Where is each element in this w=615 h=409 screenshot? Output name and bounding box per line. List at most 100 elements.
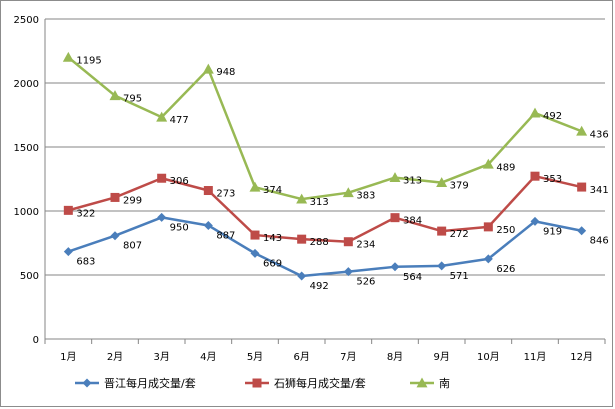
data-label: 273 (216, 189, 235, 200)
data-label: 492 (543, 111, 562, 122)
data-point (343, 237, 353, 247)
data-point (390, 213, 400, 223)
data-point (202, 63, 214, 74)
data-point (157, 212, 167, 222)
data-label: 341 (590, 185, 609, 196)
x-tick-label: 6月 (293, 351, 309, 363)
data-label: 234 (356, 240, 375, 251)
data-point (110, 231, 120, 241)
x-tick-label: 5月 (247, 351, 263, 363)
data-label: 379 (450, 181, 469, 192)
data-point (157, 173, 167, 183)
data-point (390, 262, 400, 272)
x-tick-label: 12月 (570, 351, 593, 363)
data-label: 288 (310, 237, 329, 248)
data-point (252, 378, 262, 388)
data-point (63, 247, 73, 257)
data-point (483, 222, 493, 232)
data-label: 313 (310, 197, 329, 208)
legend: 晋江每月成交量/套 石狮每月成交量/套 南 (75, 376, 450, 390)
data-point (342, 187, 354, 198)
data-label: 919 (543, 226, 562, 237)
x-tick-label: 8月 (387, 351, 403, 363)
data-point (343, 267, 353, 277)
series-line (67, 56, 583, 201)
data-point (110, 192, 120, 202)
y-tick-label: 2500 (14, 15, 39, 26)
series-group (62, 51, 588, 281)
data-label: 683 (76, 257, 95, 268)
data-point (62, 51, 74, 62)
data-label: 571 (450, 271, 469, 282)
data-label: 306 (170, 176, 189, 187)
y-tick-label: 1000 (14, 207, 39, 218)
data-point (297, 234, 307, 244)
data-label: 383 (356, 191, 375, 202)
data-label: 795 (123, 94, 142, 105)
x-tick-label: 10月 (477, 351, 500, 363)
data-label: 477 (170, 115, 189, 126)
data-point (249, 181, 261, 192)
data-point (577, 226, 587, 236)
data-point (529, 107, 541, 118)
data-point (437, 226, 447, 236)
data-point (203, 186, 213, 196)
data-label: 436 (590, 129, 609, 140)
data-label: 669 (263, 258, 282, 269)
legend-label: 南 (439, 377, 450, 390)
data-point (389, 172, 401, 182)
y-tick-label: 500 (20, 271, 39, 282)
x-tick-label: 11月 (524, 351, 547, 363)
legend-label: 石狮每月成交量/套 (274, 376, 366, 390)
data-point (250, 230, 260, 240)
x-tick-label: 1月 (60, 351, 76, 363)
data-point (530, 171, 540, 181)
data-label: 353 (543, 174, 562, 185)
data-label: 143 (263, 233, 282, 244)
data-label: 626 (496, 264, 515, 275)
y-tick-label: 0 (33, 335, 39, 346)
data-point (577, 182, 587, 192)
x-tick-label: 7月 (340, 351, 356, 363)
data-label: 492 (310, 281, 329, 292)
series-line (67, 216, 582, 278)
legend-label: 晋江每月成交量/套 (104, 376, 196, 390)
axes: 0 500 1000 1500 2000 2500 1月 2月 3月 4月 5月 6月 7月 8月 9月 10… (14, 15, 606, 363)
x-tick-label: 3月 (153, 351, 169, 363)
y-tick-label: 1500 (14, 143, 39, 154)
data-point (109, 90, 121, 101)
data-label: 807 (123, 241, 142, 252)
data-label: 564 (403, 272, 422, 283)
x-tick-label: 9月 (433, 351, 449, 363)
data-label: 489 (496, 162, 515, 173)
data-point (156, 111, 168, 122)
data-point (296, 193, 308, 204)
data-label: 846 (590, 236, 609, 247)
data-point (416, 377, 428, 388)
data-label: 948 (216, 67, 235, 78)
data-point (203, 220, 213, 230)
data-label: 322 (76, 208, 95, 219)
x-tick-label: 4月 (200, 351, 216, 363)
data-point (297, 271, 307, 281)
x-tick-label: 2月 (107, 351, 123, 363)
series-line (67, 174, 582, 243)
data-label: 374 (263, 185, 282, 196)
data-label: 1195 (76, 55, 101, 66)
data-point (576, 125, 588, 136)
data-label: 384 (403, 216, 422, 227)
data-label: 313 (403, 176, 422, 187)
data-point (63, 205, 73, 215)
data-point (82, 378, 92, 388)
data-label: 272 (450, 229, 469, 240)
data-point (250, 248, 260, 258)
data-label: 887 (216, 230, 235, 241)
data-label: 299 (123, 195, 142, 206)
data-point (483, 254, 493, 264)
data-point (436, 177, 448, 187)
data-label: 250 (496, 225, 515, 236)
grid-lines (45, 18, 605, 276)
data-labels: 683 807 950 887 669 492 526 564 571 626 919 846 322 2… (76, 55, 608, 292)
data-label: 950 (170, 222, 189, 233)
